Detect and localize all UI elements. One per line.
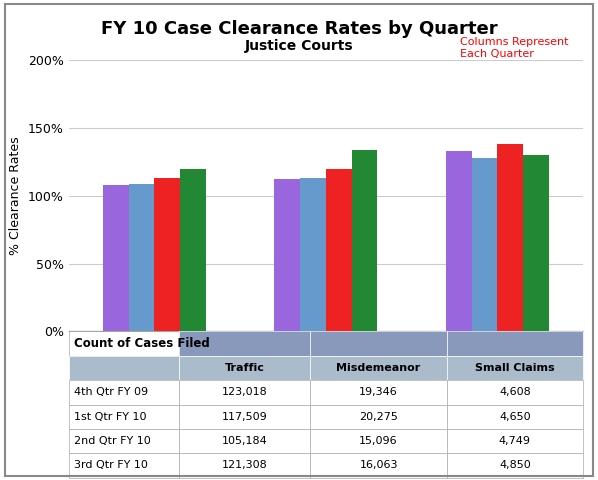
Bar	[179, 380, 310, 405]
Text: FY 10 Case Clearance Rates by Quarter: FY 10 Case Clearance Rates by Quarter	[100, 20, 498, 38]
Bar	[69, 331, 179, 356]
Bar	[69, 356, 179, 380]
Bar	[472, 158, 498, 331]
Bar	[180, 168, 206, 331]
Bar	[69, 429, 179, 453]
Bar	[447, 405, 583, 429]
Text: 123,018: 123,018	[222, 387, 268, 397]
Text: Traffic: Traffic	[225, 363, 265, 373]
Text: 4,608: 4,608	[499, 387, 531, 397]
Text: 1st Qtr FY 10: 1st Qtr FY 10	[74, 412, 147, 422]
Bar	[447, 331, 583, 356]
Text: 121,308: 121,308	[222, 460, 268, 470]
Text: 117,509: 117,509	[222, 412, 268, 422]
Text: 16,063: 16,063	[359, 460, 398, 470]
Bar	[352, 150, 377, 331]
Bar	[69, 453, 179, 478]
Bar	[310, 331, 447, 356]
Bar	[446, 151, 472, 331]
Bar	[447, 429, 583, 453]
Bar	[326, 168, 352, 331]
Bar	[523, 155, 549, 331]
Text: 4,650: 4,650	[499, 412, 530, 422]
Bar	[69, 380, 179, 405]
Bar	[310, 380, 447, 405]
Text: 2nd Qtr FY 10: 2nd Qtr FY 10	[74, 436, 151, 446]
Text: Justice Courts: Justice Courts	[245, 38, 353, 53]
Text: 20,275: 20,275	[359, 412, 398, 422]
Text: Misdemeanor: Misdemeanor	[337, 363, 421, 373]
Text: Columns Represent
Each Quarter: Columns Represent Each Quarter	[460, 37, 569, 59]
Bar	[179, 331, 310, 356]
Text: 4th Qtr FY 09: 4th Qtr FY 09	[74, 387, 148, 397]
Bar	[310, 453, 447, 478]
Text: Count of Cases Filed: Count of Cases Filed	[74, 337, 210, 350]
Bar	[310, 429, 447, 453]
Bar	[447, 380, 583, 405]
Bar	[179, 453, 310, 478]
Text: 15,096: 15,096	[359, 436, 398, 446]
Bar	[447, 356, 583, 380]
Bar	[103, 185, 129, 331]
Text: Small Claims: Small Claims	[475, 363, 555, 373]
Text: 105,184: 105,184	[222, 436, 268, 446]
Bar	[274, 180, 300, 331]
Bar	[69, 405, 179, 429]
Bar	[179, 429, 310, 453]
Bar	[447, 453, 583, 478]
Y-axis label: % Clearance Rates: % Clearance Rates	[10, 136, 23, 255]
Bar	[498, 144, 523, 331]
Bar	[129, 183, 154, 331]
Bar	[310, 356, 447, 380]
Text: 4,850: 4,850	[499, 460, 531, 470]
Bar	[300, 178, 326, 331]
Bar	[154, 178, 180, 331]
Text: 4,749: 4,749	[499, 436, 531, 446]
Bar	[179, 356, 310, 380]
Text: 19,346: 19,346	[359, 387, 398, 397]
Text: 3rd Qtr FY 10: 3rd Qtr FY 10	[74, 460, 148, 470]
Bar	[179, 405, 310, 429]
Bar	[310, 405, 447, 429]
